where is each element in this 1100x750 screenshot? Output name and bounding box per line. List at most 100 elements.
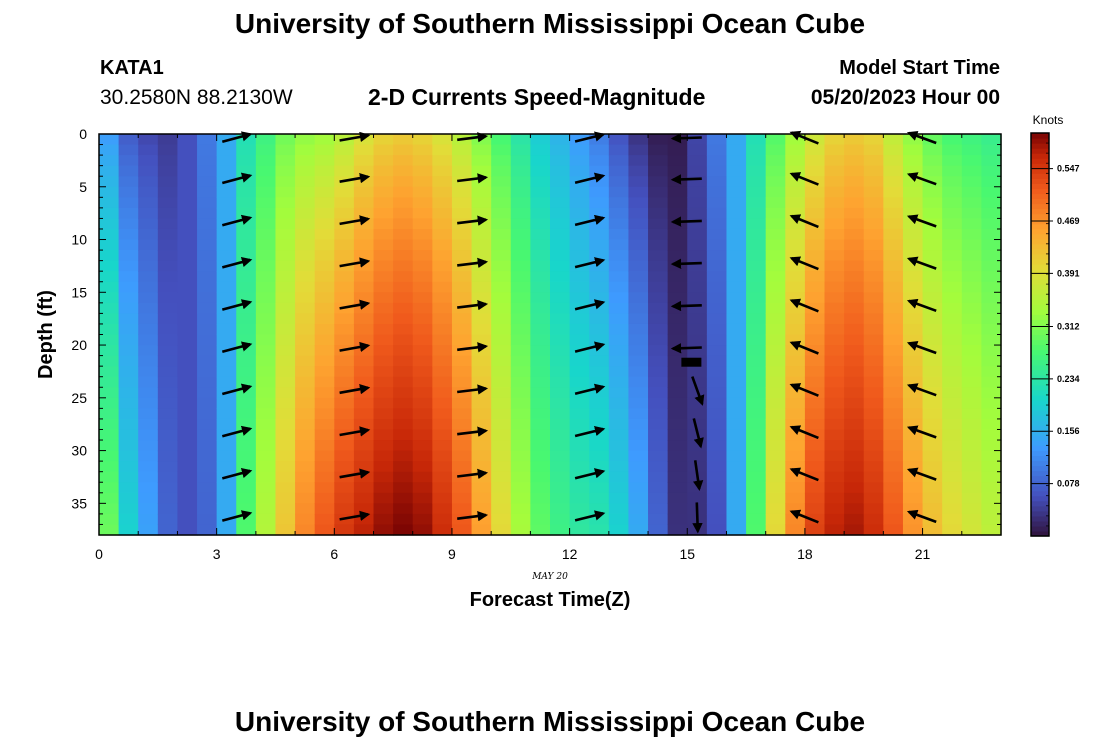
heatmap-cell (765, 186, 786, 198)
heatmap-cell (471, 155, 492, 167)
heatmap-cell (785, 440, 806, 452)
heatmap-cell (569, 334, 590, 346)
heatmap-cell (530, 239, 551, 251)
heatmap-cell (608, 471, 630, 483)
heatmap-cell (981, 292, 1002, 304)
heatmap-cell (883, 503, 904, 515)
heatmap-cell (157, 260, 179, 272)
current-vector-arrow (670, 258, 702, 270)
heatmap-cell (785, 250, 806, 262)
heatmap-cell (373, 271, 394, 283)
heatmap-cell (726, 418, 747, 431)
current-vector-arrow (906, 172, 937, 186)
heatmap-cell (667, 250, 688, 262)
heatmap-cell (863, 503, 884, 515)
heatmap-cell (942, 366, 963, 378)
colorbar-segment (1031, 243, 1049, 250)
current-vector-arrow (457, 173, 489, 184)
heatmap-cell (687, 186, 708, 198)
heatmap-cell (412, 271, 433, 283)
heatmap-cell (197, 281, 218, 293)
heatmap-cell (726, 186, 747, 198)
heatmap-cell (432, 376, 453, 388)
heatmap-cell (804, 366, 826, 378)
heatmap-cell (569, 155, 590, 167)
heatmap-cell (353, 376, 375, 388)
heatmap-cell (844, 408, 865, 420)
heatmap-cell (510, 165, 531, 177)
heatmap-cell (177, 292, 198, 304)
heatmap-cell (373, 503, 394, 515)
heatmap-cell (942, 144, 963, 156)
heatmap-cell (922, 408, 943, 420)
heatmap-cell (706, 218, 728, 230)
colorbar-segment (1031, 525, 1049, 532)
heatmap-cell (746, 323, 767, 336)
heatmap-cell (804, 302, 826, 314)
heatmap-cell (785, 450, 806, 462)
heatmap-cell (589, 408, 610, 420)
heatmap-cell (177, 366, 198, 378)
heatmap-cell (922, 134, 943, 146)
heatmap-cell (550, 134, 571, 146)
heatmap-cell (451, 482, 473, 494)
heatmap-cell (981, 345, 1002, 357)
heatmap-cell (942, 461, 963, 473)
heatmap-cell (667, 186, 688, 198)
heatmap-cell (667, 513, 688, 526)
heatmap-cell (275, 513, 296, 526)
heatmap-cell (471, 186, 492, 198)
heatmap-cell (648, 165, 669, 177)
heatmap-cell (334, 492, 355, 504)
heatmap-cell (510, 260, 531, 272)
heatmap-cell (863, 345, 884, 357)
heatmap-cell (883, 271, 904, 283)
heatmap-cell (648, 271, 669, 283)
heatmap-cell (785, 186, 806, 198)
heatmap-cell (412, 397, 433, 409)
heatmap-cell (726, 355, 747, 367)
heatmap-cell (648, 503, 669, 515)
heatmap-cell (373, 302, 394, 314)
heatmap-cell (550, 397, 571, 409)
heatmap-cell (118, 250, 139, 262)
heatmap-cell (628, 155, 649, 167)
heatmap-cell (393, 513, 414, 526)
heatmap-cell (255, 186, 277, 198)
heatmap-cell (746, 155, 767, 167)
heatmap-cell (844, 134, 865, 146)
heatmap-cell (589, 250, 610, 262)
heatmap-cell (275, 271, 296, 283)
heatmap-cell (608, 492, 630, 504)
heatmap-cell (255, 440, 277, 452)
heatmap-cell (569, 461, 590, 473)
heatmap-cell (432, 271, 453, 283)
heatmap-cell (550, 524, 571, 536)
heatmap-cell (393, 281, 414, 293)
heatmap-cell (138, 260, 159, 272)
heatmap-cell (314, 197, 335, 209)
heatmap-cell (255, 144, 277, 156)
heatmap-cell (530, 366, 551, 378)
heatmap-cell (628, 281, 649, 293)
heatmap-cell (99, 323, 120, 336)
heatmap-cell (746, 302, 767, 314)
heatmap-cell (804, 165, 826, 177)
heatmap-cell (255, 471, 277, 483)
heatmap-cell (746, 376, 767, 388)
current-vector-arrow (221, 131, 253, 144)
heatmap-cell (648, 355, 669, 367)
heatmap-cell (99, 271, 120, 283)
heatmap-cell (804, 471, 826, 483)
heatmap-cell (706, 292, 728, 304)
heatmap-cell (451, 513, 473, 526)
heatmap-cell (804, 482, 826, 494)
heatmap-cell (687, 450, 708, 462)
heatmap-cell (648, 155, 669, 167)
heatmap-cell (451, 408, 473, 420)
heatmap-cell (785, 313, 806, 325)
colorbar-segment (1031, 168, 1049, 174)
heatmap-cell (491, 397, 512, 409)
date-label: MAY 20 (531, 572, 568, 582)
heatmap-cell (99, 134, 120, 146)
